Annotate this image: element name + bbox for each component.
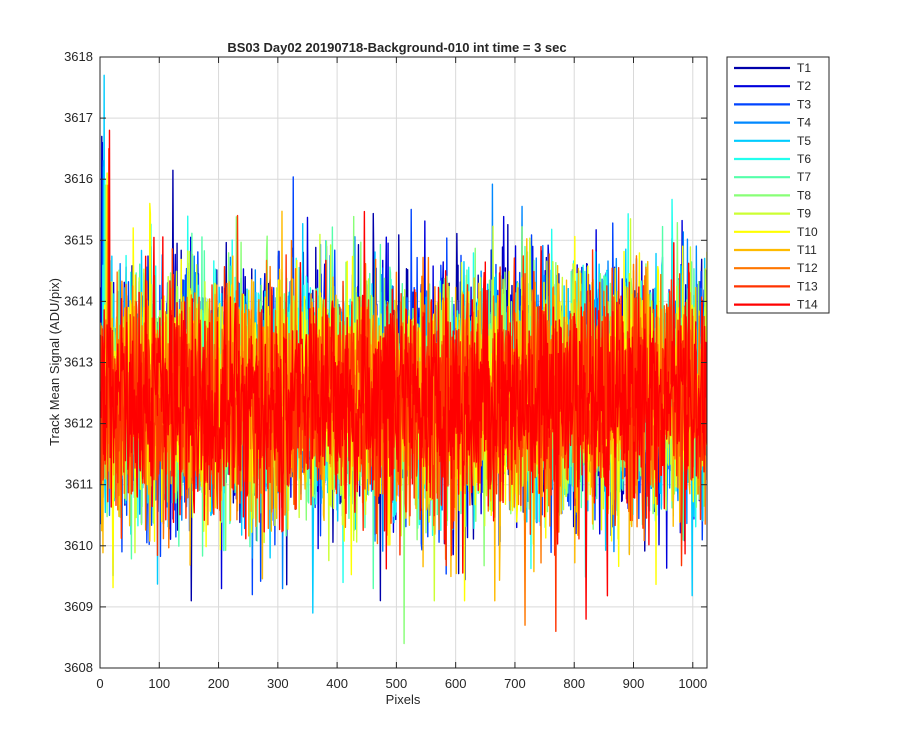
legend-label-t14: T14	[797, 298, 818, 312]
series-lines	[100, 74, 707, 645]
x-axis-label: Pixels	[386, 692, 421, 707]
x-tick-label: 200	[208, 676, 230, 691]
x-tick-label: 400	[326, 676, 348, 691]
x-tick-label: 800	[563, 676, 585, 691]
legend-label-t13: T13	[797, 279, 818, 293]
x-tick-label: 0	[96, 676, 103, 691]
y-tick-label: 3613	[64, 355, 93, 370]
y-tick-label: 3618	[64, 49, 93, 64]
legend-label-t1: T1	[797, 61, 811, 75]
y-tick-label: 3610	[64, 538, 93, 553]
y-tick-label: 3617	[64, 110, 93, 125]
legend-label-t6: T6	[797, 152, 811, 166]
legend-box	[726, 56, 830, 314]
legend-label-t8: T8	[797, 188, 811, 202]
legend-label-t5: T5	[797, 134, 811, 148]
y-tick-label: 3616	[64, 171, 93, 186]
series-line-t14	[100, 129, 707, 620]
chart-title: BS03 Day02 20190718-Background-010 int t…	[227, 40, 566, 55]
x-tick-label: 500	[386, 676, 408, 691]
y-tick-label: 3615	[64, 232, 93, 247]
x-tick-label: 700	[504, 676, 526, 691]
legend-label-t4: T4	[797, 116, 811, 130]
legend-label-t3: T3	[797, 97, 811, 111]
y-tick-label: 3611	[65, 477, 93, 492]
axis-ticks: 0 100 200 300 400 500 600 700 800 900 1000 3608 3609…	[64, 49, 707, 691]
y-axis-label: Track Mean Signal (ADU/pix)	[47, 278, 62, 446]
legend-label-t11: T11	[797, 243, 817, 257]
y-tick-label: 3608	[64, 660, 93, 675]
legend-label-t12: T12	[797, 261, 818, 275]
legend-label-t10: T10	[797, 225, 818, 239]
x-tick-label: 600	[445, 676, 467, 691]
legend-label-t9: T9	[797, 207, 811, 221]
y-tick-label: 3612	[64, 416, 93, 431]
legend: T1 T2 T3 T4 T5 T6 T7 T8 T9 T10 T11 T12 T13 T14	[726, 56, 830, 314]
x-tick-label: 300	[267, 676, 289, 691]
legend-label-t2: T2	[797, 79, 811, 93]
x-tick-label: 900	[623, 676, 645, 691]
legend-label-t7: T7	[797, 170, 811, 184]
x-tick-label: 100	[148, 676, 170, 691]
y-tick-label: 3609	[64, 599, 93, 614]
y-tick-label: 3614	[64, 293, 93, 308]
x-tick-label: 1000	[678, 676, 707, 691]
